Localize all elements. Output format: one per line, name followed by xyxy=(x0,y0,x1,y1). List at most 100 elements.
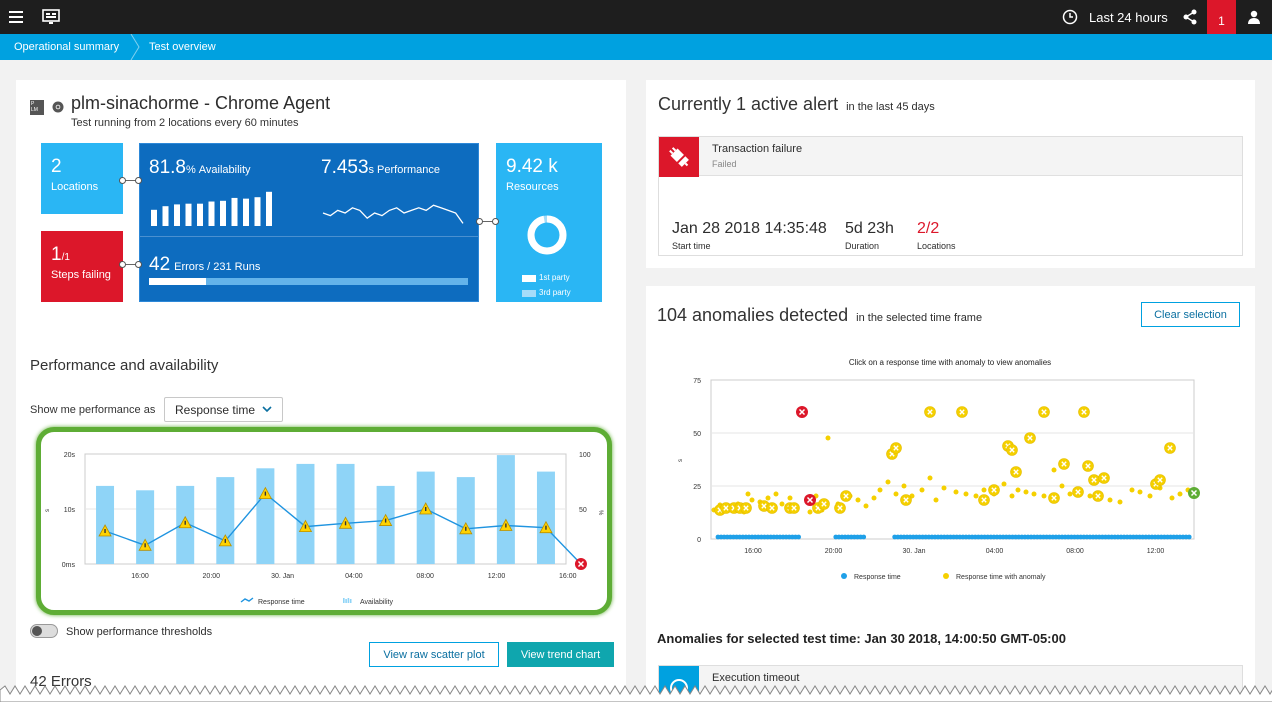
anomaly-point xyxy=(1129,487,1135,493)
y-tick-label: 0 xyxy=(697,537,701,544)
warning-icon-mark xyxy=(304,524,307,529)
availability-bar xyxy=(174,204,180,226)
legend-response-time-dot xyxy=(841,573,847,579)
legend-anomaly-dot xyxy=(943,573,949,579)
breadcrumb-operational-summary[interactable]: Operational summary xyxy=(14,41,120,53)
clear-selection-button[interactable]: Clear selection xyxy=(1141,302,1240,327)
steps-failing-value: 1 xyxy=(51,244,62,265)
alert-locations-value: 2/2 xyxy=(917,220,940,237)
availability-bar xyxy=(220,200,226,226)
anomaly-marker-x xyxy=(769,505,775,511)
thresholds-toggle-label: Show performance thresholds xyxy=(66,626,213,638)
anomaly-point xyxy=(933,497,939,503)
y-left-tick-label: 10s xyxy=(64,507,76,514)
resources-label: Resources xyxy=(506,181,559,193)
availability-label: Availability xyxy=(198,164,251,176)
alert-locations-label: Locations xyxy=(917,241,956,251)
y-right-tick-label: 100 xyxy=(579,452,591,459)
anomaly-marker-x xyxy=(903,497,909,503)
anomaly-point xyxy=(807,509,813,515)
anomaly-point xyxy=(901,483,907,489)
availability-bar xyxy=(185,203,192,226)
y-unit: s xyxy=(678,459,684,462)
x-tick-label: 16:00 xyxy=(744,548,762,555)
x-tick-label: 20:00 xyxy=(825,548,843,555)
anomaly-point xyxy=(871,495,877,501)
availability-bar xyxy=(162,206,169,226)
menu-icon[interactable] xyxy=(6,0,26,34)
alert-start-label: Start time xyxy=(672,241,711,251)
anomaly-point xyxy=(893,491,899,497)
locations-tile[interactable]: 2 Locations xyxy=(41,143,123,214)
availability-unit: % xyxy=(185,164,196,176)
y-tick-label: 50 xyxy=(693,431,701,438)
anomaly-point xyxy=(981,487,987,493)
legend-response-time-swatch xyxy=(240,597,254,603)
warning-icon-mark xyxy=(425,507,427,511)
failure-marker-mark xyxy=(806,496,814,504)
y-left-tick-label: 0ms xyxy=(62,562,76,569)
resources-value: 9.42 k xyxy=(506,156,558,177)
errors-value: 42 xyxy=(149,254,171,275)
alert-name: Transaction failure xyxy=(712,143,803,155)
chevron-down-icon xyxy=(262,406,272,413)
alert-card[interactable]: Transaction failure Failed Jan 28 2018 1… xyxy=(658,136,1243,256)
tile-connector xyxy=(480,221,496,222)
breadcrumb-test-overview[interactable]: Test overview xyxy=(149,41,216,53)
warning-icon-mark xyxy=(344,521,347,526)
selected-marker-mark xyxy=(1190,489,1198,497)
test-subtitle: Test running from 2 locations every 60 m… xyxy=(71,117,299,129)
share-icon[interactable] xyxy=(1178,0,1202,34)
anomaly-point xyxy=(1001,481,1007,487)
legend-availability-swatch xyxy=(345,599,347,603)
availability-bar xyxy=(256,468,275,564)
availability-bar xyxy=(197,203,203,226)
anomaly-scatter-chart[interactable]: Click on a response time with anomaly to… xyxy=(660,350,1216,590)
anomaly-point xyxy=(765,495,771,501)
first-party-swatch xyxy=(522,275,536,282)
anomaly-marker-x xyxy=(893,445,899,451)
perf-show-label: Show me performance as xyxy=(30,404,156,416)
performance-label: Performance xyxy=(377,164,441,176)
anomaly-marker-x xyxy=(821,501,827,507)
anomaly-point xyxy=(1031,491,1037,497)
anomaly-marker-x xyxy=(1095,493,1101,499)
thresholds-toggle[interactable] xyxy=(30,624,58,638)
anomaly-marker-x xyxy=(927,409,933,415)
problems-badge[interactable]: 1 xyxy=(1207,0,1236,34)
anomaly-point xyxy=(963,491,969,497)
connector-dot xyxy=(119,177,126,184)
anomaly-point xyxy=(1067,491,1073,497)
error-point-mark xyxy=(577,560,584,568)
perf-metric-select[interactable]: Response time xyxy=(164,397,283,422)
torn-edge xyxy=(0,685,1282,702)
resources-tile[interactable]: 9.42 k Resources 1st party 3rd party xyxy=(496,143,602,302)
view-trend-button[interactable]: View trend chart xyxy=(507,642,614,667)
view-scatter-button[interactable]: View raw scatter plot xyxy=(369,642,499,667)
availability-bar xyxy=(254,197,261,226)
anomaly-point xyxy=(973,493,979,499)
anomaly-marker-x xyxy=(1081,409,1087,415)
timeframe-selector[interactable]: Last 24 hours xyxy=(1062,0,1168,34)
anomaly-point xyxy=(885,479,891,485)
anomaly-point xyxy=(779,501,785,507)
availability-bar xyxy=(151,209,157,226)
steps-failing-tile[interactable]: 1/1 Steps failing xyxy=(41,231,123,302)
resources-donut xyxy=(527,215,567,255)
errors-progress xyxy=(149,278,468,285)
dashboard-icon[interactable] xyxy=(40,0,62,34)
availability-performance-tile[interactable]: 81.8% Availability 7.453s Performance 42 Er… xyxy=(139,143,479,302)
anomaly-point xyxy=(877,487,883,493)
user-icon[interactable] xyxy=(1242,0,1266,34)
performance-sparkline xyxy=(322,204,464,224)
first-party-arc xyxy=(527,215,567,255)
x-tick-label: 30. Jan xyxy=(903,548,926,555)
connector-dot xyxy=(476,218,483,225)
legend-availability-swatch xyxy=(347,598,350,603)
third-party-swatch xyxy=(522,290,536,297)
x-tick-label: 30. Jan xyxy=(271,573,294,580)
steps-failing-label: Steps failing xyxy=(51,269,111,281)
availability-bars xyxy=(151,191,272,226)
